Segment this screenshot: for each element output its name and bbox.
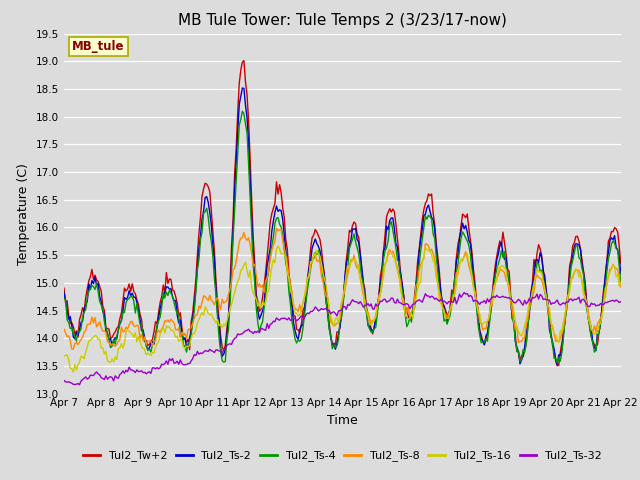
Tul2_Ts-2 <box>617 271 625 276</box>
Tul2_Ts-32 <box>228 341 236 347</box>
Tul2_Ts-4 <box>239 108 246 114</box>
Tul2_Ts-8 <box>307 262 314 267</box>
Line: Tul2_Tw+2: Tul2_Tw+2 <box>64 60 621 366</box>
Tul2_Ts-2 <box>589 340 596 346</box>
Tul2_Ts-8 <box>255 281 263 287</box>
Tul2_Ts-2 <box>554 362 561 368</box>
Tul2_Tw+2 <box>240 58 248 63</box>
Tul2_Ts-8 <box>246 241 254 247</box>
Tul2_Ts-32 <box>255 330 263 336</box>
Tul2_Ts-4 <box>60 296 68 301</box>
Tul2_Ts-4 <box>226 302 234 308</box>
Title: MB Tule Tower: Tule Temps 2 (3/23/17-now): MB Tule Tower: Tule Temps 2 (3/23/17-now… <box>178 13 507 28</box>
Tul2_Ts-4 <box>129 294 136 300</box>
Tul2_Tw+2 <box>589 339 596 345</box>
Tul2_Tw+2 <box>60 285 68 291</box>
Tul2_Tw+2 <box>129 281 136 287</box>
Tul2_Ts-32 <box>589 301 596 307</box>
Tul2_Ts-32 <box>246 329 254 335</box>
Line: Tul2_Ts-8: Tul2_Ts-8 <box>64 228 621 349</box>
Tul2_Ts-32 <box>60 377 68 383</box>
Tul2_Ts-2 <box>129 290 136 296</box>
Tul2_Ts-4 <box>305 276 313 282</box>
Tul2_Ts-16 <box>307 259 314 264</box>
Tul2_Ts-16 <box>228 302 236 308</box>
Line: Tul2_Ts-4: Tul2_Ts-4 <box>64 111 621 363</box>
Tul2_Ts-32 <box>460 289 468 295</box>
Tul2_Ts-32 <box>305 311 313 316</box>
Tul2_Ts-8 <box>228 279 236 285</box>
Tul2_Ts-8 <box>130 323 138 329</box>
Tul2_Ts-16 <box>246 267 254 273</box>
Tul2_Ts-16 <box>617 280 625 286</box>
Y-axis label: Temperature (C): Temperature (C) <box>17 163 30 264</box>
Tul2_Ts-4 <box>255 329 263 335</box>
Tul2_Ts-2 <box>60 290 68 296</box>
Tul2_Tw+2 <box>617 261 625 267</box>
Line: Tul2_Ts-32: Tul2_Ts-32 <box>64 292 621 385</box>
Tul2_Ts-2 <box>239 85 246 91</box>
Line: Tul2_Ts-16: Tul2_Ts-16 <box>64 246 621 372</box>
Line: Tul2_Ts-2: Tul2_Ts-2 <box>64 88 621 365</box>
Tul2_Ts-16 <box>589 327 596 333</box>
Tul2_Ts-2 <box>305 265 313 271</box>
Tul2_Ts-4 <box>246 194 254 200</box>
Tul2_Ts-32 <box>130 368 138 374</box>
Tul2_Ts-2 <box>246 178 254 183</box>
Tul2_Tw+2 <box>226 284 234 290</box>
Text: MB_tule: MB_tule <box>72 40 125 53</box>
Legend: Tul2_Tw+2, Tul2_Ts-2, Tul2_Ts-4, Tul2_Ts-8, Tul2_Ts-16, Tul2_Ts-32: Tul2_Tw+2, Tul2_Ts-2, Tul2_Ts-4, Tul2_Ts… <box>79 446 606 466</box>
Tul2_Ts-32 <box>617 299 625 305</box>
Tul2_Ts-2 <box>226 292 234 298</box>
Tul2_Ts-2 <box>255 316 263 322</box>
Tul2_Ts-16 <box>60 353 68 359</box>
Tul2_Ts-4 <box>589 340 596 346</box>
Tul2_Ts-32 <box>76 382 83 388</box>
Tul2_Ts-8 <box>589 330 596 336</box>
Tul2_Tw+2 <box>305 263 313 269</box>
Tul2_Ts-16 <box>255 299 263 305</box>
Tul2_Ts-4 <box>617 280 625 286</box>
Tul2_Ts-16 <box>70 369 77 375</box>
Tul2_Ts-8 <box>273 225 280 231</box>
X-axis label: Time: Time <box>327 414 358 427</box>
Tul2_Ts-4 <box>554 360 561 366</box>
Tul2_Ts-16 <box>274 243 282 249</box>
Tul2_Tw+2 <box>554 363 561 369</box>
Tul2_Ts-16 <box>130 335 138 340</box>
Tul2_Tw+2 <box>246 156 254 161</box>
Tul2_Ts-8 <box>70 346 77 352</box>
Tul2_Ts-8 <box>617 284 625 290</box>
Tul2_Ts-8 <box>60 326 68 332</box>
Tul2_Tw+2 <box>255 309 263 314</box>
